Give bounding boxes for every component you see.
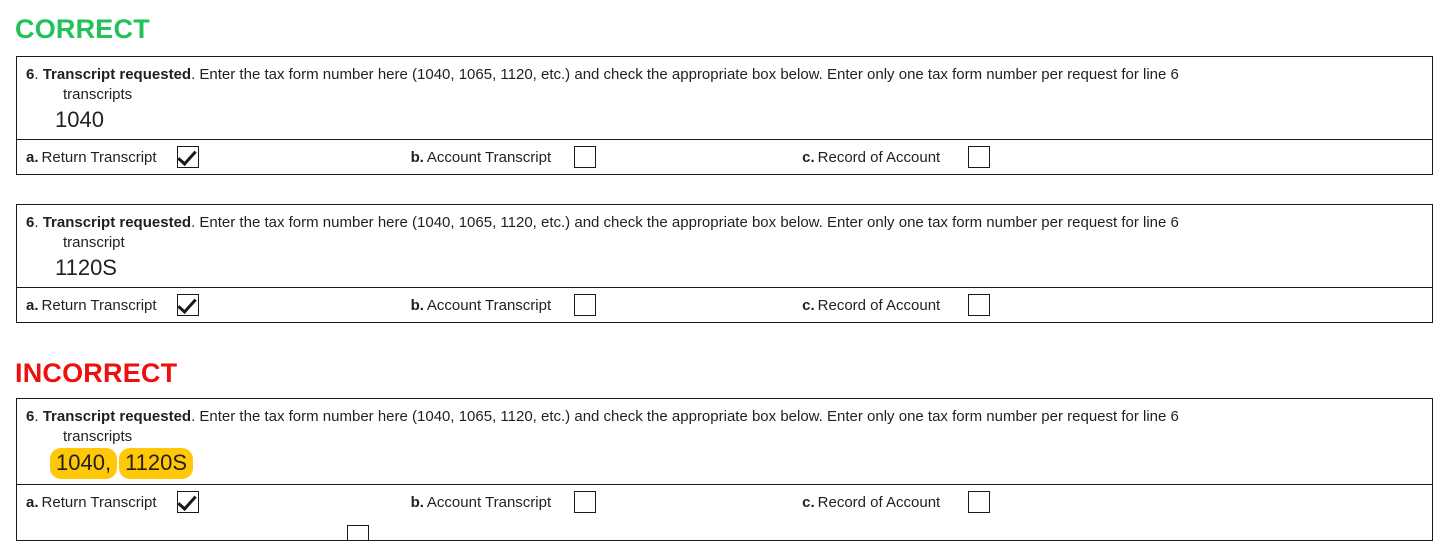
section-heading-correct: CORRECT (15, 14, 150, 44)
option-b-label: Account Transcript (426, 148, 552, 166)
option-a-label: Return Transcript (41, 493, 157, 511)
line6-bold-title: Transcript requested (42, 408, 192, 425)
option-a-return-transcript[interactable]: a. Return Transcript (26, 491, 199, 513)
tax-form-number-value[interactable]: 1120S (55, 255, 117, 280)
line6-prompt-row: 6. Transcript requested. Enter the tax f… (17, 205, 1432, 288)
option-a-letter: a. (26, 148, 39, 166)
form-block-1120s: 6. Transcript requested. Enter the tax f… (16, 204, 1433, 323)
line6-prompt-row: 6. Transcript requested. Enter the tax f… (17, 399, 1432, 485)
transcript-type-option-row-clipped (17, 519, 1432, 540)
tax-form-number-value[interactable]: 1040, 1120S (17, 448, 1432, 479)
line6-number: 6 (26, 66, 35, 83)
option-c-label: Record of Account (817, 493, 941, 511)
line6-instruction-text: 6. Transcript requested. Enter the tax f… (17, 64, 1432, 85)
checkbox-account-transcript[interactable] (574, 294, 597, 316)
checkbox-record-of-account[interactable] (968, 491, 991, 513)
option-a-label: Return Transcript (41, 148, 157, 166)
line6-continuation-word: transcripts (63, 86, 133, 103)
line6-number-dot: . (34, 214, 43, 231)
option-row-clipped-spacer (26, 519, 30, 540)
option-c-label: Record of Account (817, 296, 941, 314)
line6-bold-title: Transcript requested (42, 66, 192, 83)
option-a-label: Return Transcript (41, 296, 157, 314)
line6-instruction-text: 6. Transcript requested. Enter the tax f… (17, 212, 1432, 233)
option-c-record-of-account[interactable]: c. Record of Account (802, 146, 991, 168)
option-a-return-transcript[interactable]: a. Return Transcript (26, 146, 199, 168)
line6-instruction-text: 6. Transcript requested. Enter the tax f… (17, 406, 1432, 427)
transcript-type-option-row: a. Return Transcript b. Account Transcri… (17, 288, 1432, 322)
line6-instruction-rest: . Enter the tax form number here (1040, … (191, 66, 1179, 83)
option-c-record-of-account[interactable]: c. Record of Account (802, 491, 991, 513)
section-heading-incorrect: INCORRECT (15, 358, 178, 388)
line6-continuation-word: transcript (63, 234, 125, 251)
option-b-account-transcript[interactable]: b. Account Transcript (411, 294, 597, 316)
option-b-letter: b. (410, 493, 424, 511)
option-c-letter: c. (802, 493, 815, 511)
checkbox-return-transcript[interactable] (176, 294, 199, 316)
option-clipped-b[interactable] (242, 519, 370, 540)
option-b-account-transcript[interactable]: b. Account Transcript (411, 491, 597, 513)
checkbox-return-transcript[interactable] (176, 146, 199, 168)
tax-form-number-value[interactable]: 1040 (55, 107, 104, 132)
checkbox-clipped[interactable] (347, 525, 370, 540)
line6-instruction-rest: . Enter the tax form number here (1040, … (191, 214, 1179, 231)
option-b-label: Account Transcript (426, 296, 552, 314)
highlight-mark-part-1: 1040, (50, 448, 118, 479)
line6-continuation-word: transcripts (63, 428, 133, 445)
highlight-mark-part-2: 1120S (119, 448, 194, 479)
checkbox-account-transcript[interactable] (574, 146, 597, 168)
option-b-account-transcript[interactable]: b. Account Transcript (411, 146, 597, 168)
line6-prompt-row: 6. Transcript requested. Enter the tax f… (17, 57, 1432, 140)
line6-instruction-rest: . Enter the tax form number here (1040, … (191, 408, 1179, 425)
option-b-label: Account Transcript (426, 493, 552, 511)
line6-number-dot: . (34, 408, 43, 425)
option-a-letter: a. (26, 493, 39, 511)
transcript-type-option-row: a. Return Transcript b. Account Transcri… (17, 140, 1432, 174)
option-c-record-of-account[interactable]: c. Record of Account (802, 294, 991, 316)
form-block-multiple-forms: 6. Transcript requested. Enter the tax f… (16, 398, 1433, 541)
option-b-letter: b. (410, 148, 424, 166)
option-c-letter: c. (802, 148, 815, 166)
line6-bold-title: Transcript requested (42, 214, 192, 231)
checkbox-return-transcript[interactable] (176, 491, 199, 513)
option-b-letter: b. (410, 296, 424, 314)
line6-number: 6 (26, 214, 35, 231)
checkbox-account-transcript[interactable] (574, 491, 597, 513)
line6-number-dot: . (34, 66, 43, 83)
transcript-type-option-row: a. Return Transcript b. Account Transcri… (17, 485, 1432, 519)
line6-number: 6 (26, 408, 35, 425)
option-c-letter: c. (802, 296, 815, 314)
checkbox-record-of-account[interactable] (968, 146, 991, 168)
form-block-1040: 6. Transcript requested. Enter the tax f… (16, 56, 1433, 175)
option-a-letter: a. (26, 296, 39, 314)
checkbox-record-of-account[interactable] (968, 294, 991, 316)
option-a-return-transcript[interactable]: a. Return Transcript (26, 294, 199, 316)
option-c-label: Record of Account (817, 148, 941, 166)
